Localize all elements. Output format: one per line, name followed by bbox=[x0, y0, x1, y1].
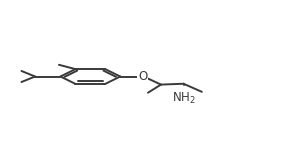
Text: NH$_2$: NH$_2$ bbox=[172, 91, 195, 106]
Text: O: O bbox=[138, 70, 147, 83]
